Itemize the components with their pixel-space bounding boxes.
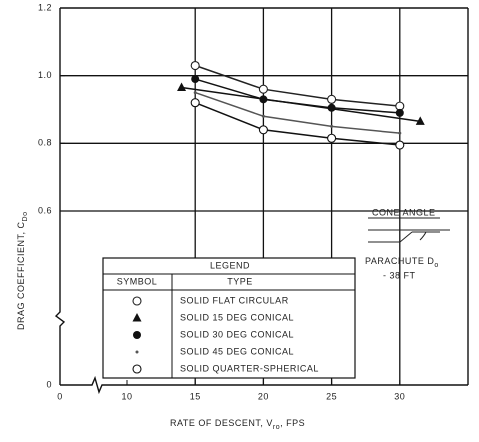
series-line (194, 64, 400, 107)
y-tick-label: 0.8 (38, 138, 52, 148)
marker (327, 133, 337, 143)
legend-label: SOLID FLAT CIRCULAR (180, 295, 289, 305)
x-tick-label: 30 (394, 391, 405, 401)
parachute-label: PARACHUTE Do (365, 256, 439, 268)
marker (132, 364, 142, 374)
marker (398, 131, 402, 135)
marker (395, 140, 405, 150)
marker (190, 98, 200, 108)
parachute-size: - 38 FT (383, 270, 416, 280)
legend-box (102, 257, 356, 379)
marker (327, 94, 337, 104)
marker (415, 116, 425, 125)
legend-header: TYPE (227, 276, 253, 286)
legend-label: SOLID 30 DEG CONICAL (180, 329, 294, 339)
marker (330, 124, 334, 128)
legend: LEGEND SYMBOL TYPE SOLID FLAT CIRCULAR SO… (102, 257, 356, 379)
legend-label: SOLID QUARTER-SPHERICAL (180, 363, 319, 373)
x-tick-label: 25 (326, 391, 337, 401)
y-tick-label: 1.0 (38, 70, 52, 80)
y-axis-title: DRAG COEFFICIENT, CDo (16, 212, 28, 330)
marker (132, 313, 142, 322)
marker (258, 84, 268, 94)
legend-title: LEGEND (210, 260, 250, 270)
marker (177, 82, 187, 92)
series-line (194, 91, 400, 134)
x-axis (60, 375, 468, 395)
cone-diagram (368, 217, 450, 243)
x-axis-title: RATE OF DESCENT, Vro, FPS (170, 418, 305, 430)
x-tick-label: 15 (190, 391, 201, 401)
marker (261, 114, 265, 118)
marker (259, 95, 268, 104)
cone-angle-label: CONE ANGLE (372, 207, 436, 217)
marker (193, 91, 197, 95)
axes (54, 7, 469, 395)
marker (191, 75, 200, 84)
legend-header: SYMBOL (117, 276, 158, 286)
y-tick-label: 1.2 (38, 2, 52, 12)
marker (190, 60, 200, 71)
x-tick-label: 20 (258, 391, 269, 401)
legend-label: SOLID 45 DEG CONICAL (180, 346, 294, 356)
series-line (194, 78, 400, 114)
marker (133, 331, 141, 339)
grid (60, 8, 468, 385)
marker (327, 103, 336, 112)
y-tick-label: 0 (46, 379, 52, 389)
marker (132, 296, 142, 306)
x-tick-label: 10 (121, 391, 132, 401)
x-tick-label: 0 (57, 391, 63, 401)
y-axis (54, 8, 66, 385)
y-tick-label: 0.6 (38, 205, 52, 215)
series-line (194, 102, 400, 146)
legend-label: SOLID 15 DEG CONICAL (180, 312, 294, 322)
marker (395, 108, 404, 117)
marker (135, 350, 139, 354)
marker (258, 125, 268, 135)
